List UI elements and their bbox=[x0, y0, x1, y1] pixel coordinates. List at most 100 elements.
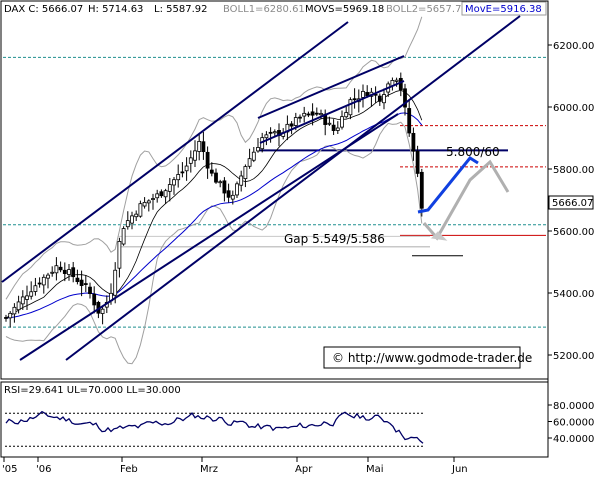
watermark: © http://www.godmode-trader.de bbox=[332, 351, 532, 365]
header-boll1: BOLL1=6280.61 bbox=[223, 4, 305, 15]
annotation-gap: Gap 5.549/5.586 bbox=[284, 232, 385, 246]
annotation-resistance: 5.800/60 bbox=[446, 145, 500, 159]
x-axis: '05 '06 Feb Mrz Apr Mai Jun bbox=[2, 457, 468, 475]
candle-body bbox=[306, 113, 311, 116]
y-tick-label: 5600.00 bbox=[553, 227, 594, 238]
candle-body bbox=[382, 94, 386, 104]
candle-body bbox=[37, 282, 42, 285]
candle-body bbox=[113, 269, 118, 296]
candle-body bbox=[167, 184, 172, 192]
candle-body bbox=[58, 266, 63, 271]
candle-body bbox=[272, 131, 277, 134]
candle-body bbox=[142, 201, 147, 207]
candle-body bbox=[100, 308, 105, 314]
candle-body bbox=[348, 99, 353, 116]
candle-body bbox=[8, 312, 13, 319]
candle-body bbox=[159, 191, 164, 197]
rsi-panel bbox=[0, 381, 549, 458]
candle-body bbox=[25, 295, 29, 300]
x-tick-label: Feb bbox=[120, 464, 138, 475]
candle-body bbox=[331, 124, 336, 131]
candle-body bbox=[54, 265, 59, 274]
header-low: L: 5587.92 bbox=[154, 4, 207, 15]
candle-body bbox=[327, 122, 332, 125]
candle-body bbox=[335, 127, 340, 131]
x-tick-label: '06 bbox=[36, 464, 51, 475]
header-symbol: DAX C: 5666.07 bbox=[4, 4, 83, 15]
candle-body bbox=[172, 179, 176, 186]
candle-body bbox=[293, 117, 298, 126]
y-tick-label: 5400.00 bbox=[553, 289, 594, 300]
y-axis: 5200.00 5400.00 5600.00 5800.00 6000.00 6200.… bbox=[548, 41, 594, 362]
candle-body bbox=[151, 198, 155, 200]
channel-mid-line bbox=[65, 15, 521, 361]
candle-body bbox=[130, 215, 134, 224]
candle-body bbox=[222, 180, 227, 194]
rsi-header: RSI=29.641 UL=70.000 LL=30.000 bbox=[4, 385, 181, 396]
bollinger-upper bbox=[5, 16, 423, 300]
moving-average-exponential bbox=[5, 112, 423, 319]
candle-body bbox=[83, 283, 88, 285]
candle-body bbox=[180, 171, 185, 174]
candle-body bbox=[62, 269, 67, 274]
candle-body bbox=[46, 274, 50, 279]
x-tick-label: Mrz bbox=[200, 464, 218, 475]
rsi-line bbox=[5, 410, 424, 444]
candle-body bbox=[365, 92, 370, 97]
candle-body bbox=[125, 220, 130, 228]
candle-body bbox=[218, 181, 223, 184]
candle-body bbox=[138, 203, 143, 217]
candle-body bbox=[41, 276, 46, 286]
candle-body bbox=[319, 113, 323, 116]
candle-body bbox=[16, 301, 21, 311]
candle-body bbox=[411, 132, 416, 152]
trend-channels bbox=[1, 15, 521, 361]
candle-body bbox=[247, 158, 252, 167]
moving-average-simple bbox=[5, 89, 423, 319]
candle-body bbox=[79, 279, 84, 286]
candle-body bbox=[226, 190, 231, 198]
candle-body bbox=[29, 291, 34, 297]
candle-body bbox=[239, 175, 244, 186]
last-price-label: 5666.07 bbox=[552, 198, 593, 209]
candle-body bbox=[205, 151, 210, 169]
last-price-box bbox=[548, 195, 594, 210]
channel-lower-short bbox=[259, 80, 405, 144]
candle-body bbox=[352, 98, 357, 101]
candle-body bbox=[344, 112, 349, 118]
candle-body bbox=[67, 269, 71, 275]
candle-body bbox=[197, 141, 202, 152]
projections bbox=[417, 156, 510, 241]
candle-body bbox=[251, 151, 256, 161]
candle-body bbox=[407, 108, 412, 134]
candle-body bbox=[214, 172, 218, 183]
projection-blue bbox=[417, 156, 479, 214]
candle-body bbox=[264, 134, 269, 139]
candle-body bbox=[50, 271, 55, 274]
candle-body bbox=[20, 296, 25, 305]
rsi-tick-label: 40.0000 bbox=[553, 434, 594, 445]
y-tick-label: 5800.00 bbox=[553, 165, 594, 176]
candle-body bbox=[361, 90, 365, 98]
candle-body bbox=[235, 183, 239, 196]
candle-body bbox=[4, 317, 8, 319]
candle-body bbox=[209, 169, 214, 174]
candle-body bbox=[75, 277, 80, 283]
candle-body bbox=[310, 111, 315, 116]
level-lines bbox=[3, 56, 546, 328]
candle-body bbox=[201, 141, 206, 153]
candle-body bbox=[134, 213, 139, 218]
candle-body bbox=[377, 95, 382, 102]
candle-body bbox=[33, 285, 38, 292]
bollinger-bands bbox=[5, 16, 423, 365]
header-move: MovE=5916.38 bbox=[465, 4, 542, 15]
y-tick-label: 6000.00 bbox=[553, 103, 594, 114]
candle-body bbox=[71, 267, 76, 278]
x-tick-label: Jun bbox=[451, 464, 468, 475]
x-tick-label: Mai bbox=[366, 464, 384, 475]
rsi-tick-label: 80.0000 bbox=[553, 401, 594, 412]
candle-body bbox=[230, 194, 235, 200]
candle-body bbox=[403, 88, 407, 108]
candle-body bbox=[155, 193, 160, 199]
